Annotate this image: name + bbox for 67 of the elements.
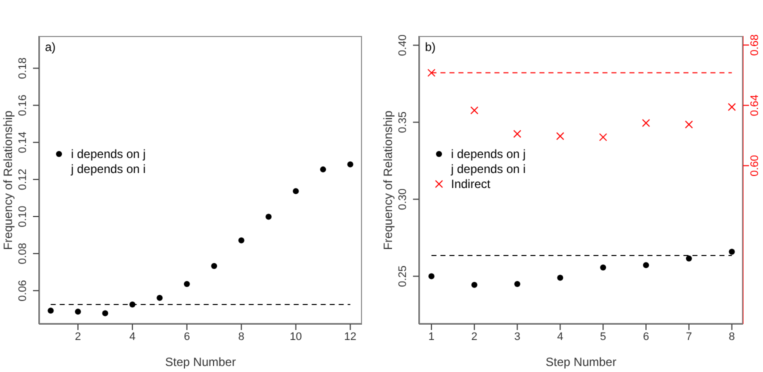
y-tick-label: 0.40 — [396, 34, 409, 56]
x-tick-label: 7 — [686, 330, 692, 343]
point — [48, 308, 54, 314]
y-tick-label: 0.08 — [16, 242, 29, 264]
y-tick-label: 0.30 — [396, 188, 409, 210]
text: j depends on i — [71, 162, 146, 176]
x-tick-label: 10 — [290, 330, 302, 343]
x-axis-title: Step Number — [546, 355, 616, 369]
x-tick-label: 4 — [557, 330, 564, 343]
point — [428, 273, 434, 280]
y-tick-label: 0.25 — [396, 266, 409, 287]
y-tick-label: 0.12 — [16, 168, 29, 190]
point — [557, 274, 564, 281]
annotation: b) — [425, 40, 436, 54]
y-tick-label: 0.06 — [16, 280, 29, 302]
point — [471, 282, 478, 288]
point — [74, 308, 81, 315]
y-tick-label: 0.35 — [396, 112, 409, 133]
point — [238, 237, 244, 244]
y-tick-label: 0.10 — [16, 206, 29, 228]
point — [728, 103, 736, 112]
point — [266, 214, 272, 220]
point — [600, 264, 606, 270]
point — [513, 130, 522, 138]
point — [427, 68, 436, 77]
legend-label: Indirect — [451, 176, 490, 190]
x-tick-label: 4 — [129, 330, 136, 343]
x-tick-label: 6 — [642, 330, 650, 343]
point — [686, 256, 692, 262]
y-axis-title: Frequency of Relationship — [1, 109, 15, 252]
x-tick-label: 2 — [471, 330, 478, 343]
y-axis-title: Frequency of Relationship — [381, 109, 395, 252]
point — [184, 280, 190, 287]
x-tick-label: 8 — [728, 330, 735, 343]
y-tick-label: 0.18 — [16, 58, 29, 79]
point — [643, 262, 650, 268]
legend-label: i depends on j — [451, 146, 526, 160]
annotation: a) — [45, 40, 56, 54]
point — [129, 302, 136, 308]
point — [292, 188, 299, 194]
x-tick-label: 8 — [238, 330, 244, 343]
point — [320, 166, 326, 172]
y-tick-label: 0.14 — [16, 132, 29, 154]
x-axis-title: Step Number — [165, 355, 236, 369]
x-tick-label: 5 — [600, 330, 606, 343]
point — [470, 106, 478, 114]
point — [556, 132, 564, 140]
legend-label: i depends on j — [71, 146, 146, 160]
text: j depends on i — [451, 162, 526, 176]
point — [102, 310, 108, 316]
point — [156, 294, 163, 301]
y2-tick-label: 0.60 — [748, 154, 761, 176]
point — [211, 262, 218, 269]
x-tick-label: 1 — [428, 330, 435, 343]
x-tick-label: 2 — [74, 330, 82, 343]
y2-tick-label: 0.68 — [748, 34, 761, 56]
x-tick-label: 6 — [184, 330, 190, 343]
point — [728, 248, 735, 255]
point — [514, 280, 520, 287]
point — [684, 120, 693, 129]
point — [642, 119, 650, 128]
x-tick-label: 12 — [344, 330, 356, 343]
point — [347, 161, 354, 168]
y-tick-label: 0.16 — [16, 94, 29, 116]
point — [599, 133, 608, 142]
y2-tick-label: 0.64 — [748, 94, 761, 116]
x-tick-label: 3 — [514, 330, 520, 343]
